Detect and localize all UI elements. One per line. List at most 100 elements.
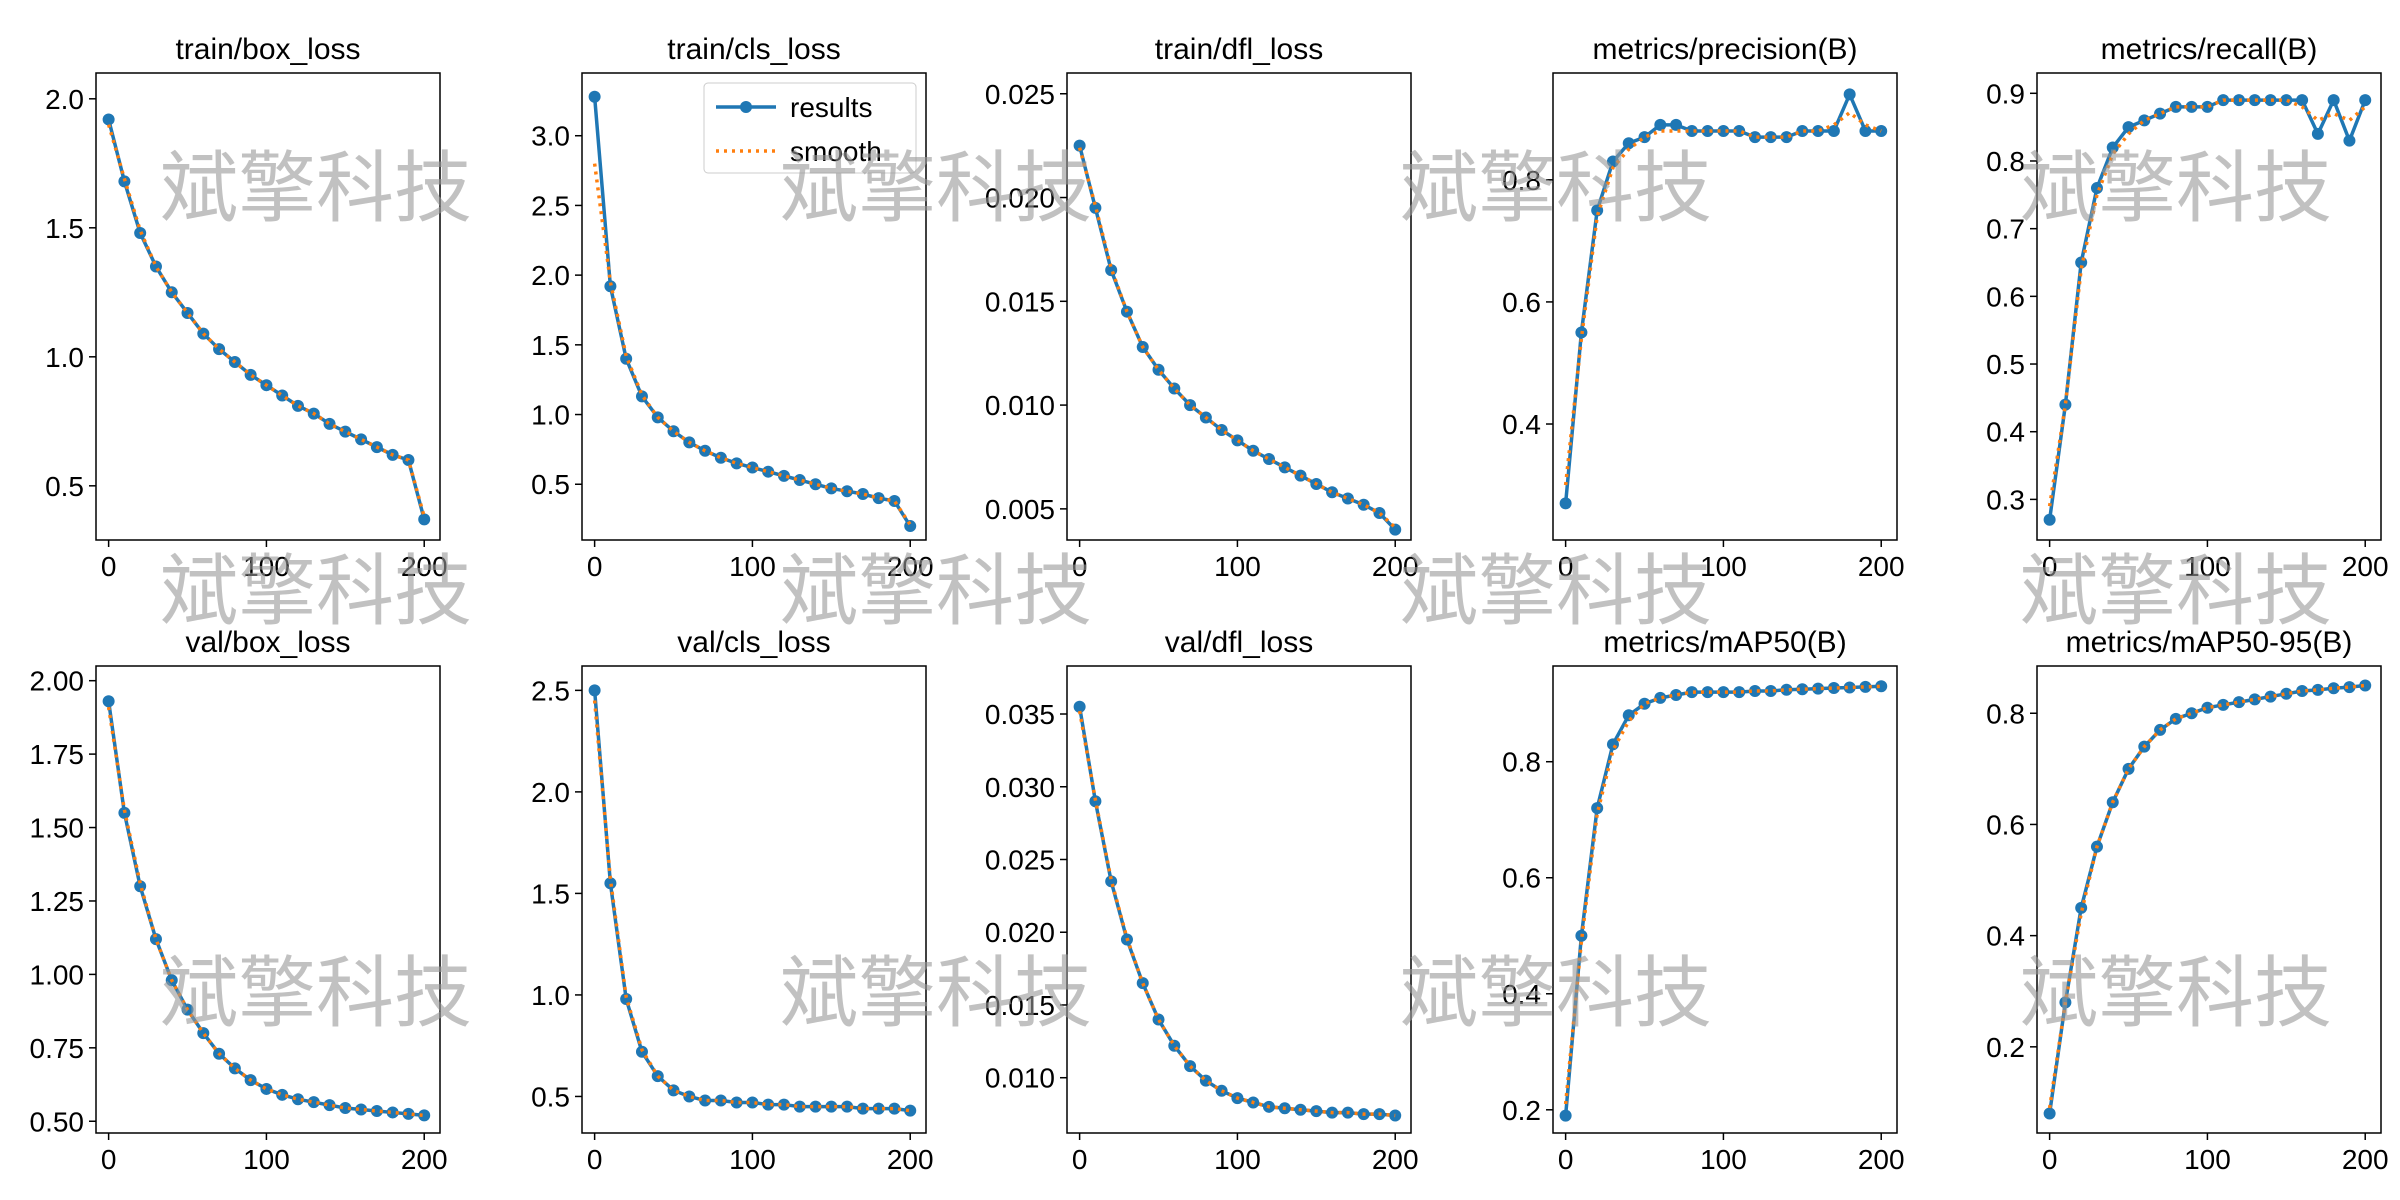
- y-tick-label: 1.0: [531, 980, 570, 1011]
- y-tick-label: 2.0: [45, 84, 84, 115]
- point: [2169, 100, 2182, 113]
- x-tick-label: 100: [243, 551, 290, 582]
- watermark: 斌擎科技: [1400, 547, 1712, 637]
- x-tick-label: 0: [101, 551, 117, 582]
- subplot: val/cls_loss 0.5 1.0 1.5 2.0 2.5 0 100 200: [531, 626, 934, 1175]
- smooth-line: [592, 700, 911, 1113]
- point: [1168, 382, 1181, 395]
- point: [355, 1103, 368, 1116]
- point: [2043, 513, 2056, 526]
- point: [2201, 100, 2214, 113]
- subplot: metrics/mAP50(B) 0.2 0.4 0.6 0.8 0 100 200: [1502, 626, 1905, 1175]
- plot-area: [1073, 700, 1402, 1122]
- subplot: train/box_loss 0.5 1.0 1.5 2.0 0 100 200: [45, 33, 448, 582]
- y-tick-label: 2.00: [30, 666, 85, 697]
- smooth-line: [1077, 147, 1397, 529]
- y-tick-label: 0.025: [985, 844, 1055, 875]
- point: [1199, 1074, 1212, 1087]
- point: [2122, 121, 2135, 134]
- point: [762, 465, 775, 478]
- point: [1184, 1060, 1197, 1073]
- subplot-title: metrics/recall(B): [2101, 33, 2318, 66]
- point: [2217, 698, 2230, 711]
- series-line: [2047, 683, 2366, 1114]
- watermark: 斌擎科技: [160, 144, 472, 234]
- point: [1654, 691, 1667, 704]
- smooth-line: [1563, 110, 1882, 486]
- x-tick-label: 0: [1558, 551, 1574, 582]
- point: [620, 992, 633, 1005]
- y-tick-label: 0.5: [1986, 349, 2025, 380]
- y-tick-label: 1.5: [531, 878, 570, 909]
- x-tick-label: 200: [1372, 1144, 1419, 1175]
- point: [1654, 118, 1667, 131]
- y-tick-label: 0.005: [985, 494, 1055, 525]
- point: [2248, 693, 2261, 706]
- y-tick-label: 0.4: [1986, 921, 2025, 952]
- y-tick-label: 1.0: [531, 400, 570, 431]
- y-tick-label: 0.75: [30, 1033, 85, 1064]
- x-tick-label: 100: [1700, 551, 1747, 582]
- x-tick-label: 200: [1858, 551, 1905, 582]
- x-tick-label: 0: [2042, 1144, 2058, 1175]
- subplot-title: val/dfl_loss: [1165, 626, 1313, 659]
- point: [323, 1099, 336, 1112]
- plot-area: [102, 113, 431, 526]
- point: [1764, 684, 1777, 697]
- point: [1733, 686, 1746, 699]
- y-tick-label: 0.7: [1986, 214, 2025, 245]
- point: [1796, 683, 1809, 696]
- point: [746, 1096, 759, 1109]
- subplot-title: val/cls_loss: [677, 626, 830, 659]
- x-tick-label: 200: [1372, 551, 1419, 582]
- point: [1875, 680, 1888, 693]
- point: [1685, 124, 1698, 137]
- x-tick-label: 200: [2342, 551, 2389, 582]
- point: [730, 1096, 743, 1109]
- watermark: 斌擎科技: [160, 547, 472, 637]
- point: [2280, 687, 2293, 700]
- point: [2311, 683, 2324, 696]
- plot-area: [588, 90, 917, 533]
- point: [699, 1094, 712, 1107]
- watermark: 斌擎科技: [1400, 144, 1712, 234]
- point: [1764, 131, 1777, 144]
- series-line: [1077, 706, 1396, 1118]
- point: [825, 482, 838, 495]
- y-tick-label: 1.0: [45, 342, 84, 373]
- y-tick-label: 2.5: [531, 190, 570, 221]
- point: [588, 90, 601, 103]
- subplot-title: train/dfl_loss: [1155, 33, 1323, 66]
- point: [1812, 682, 1825, 695]
- watermark: 斌擎科技: [780, 949, 1092, 1039]
- x-tick-label: 0: [1558, 1144, 1574, 1175]
- point: [841, 485, 854, 498]
- y-tick-label: 0.9: [1986, 78, 2025, 109]
- point: [2059, 398, 2072, 411]
- point: [1622, 709, 1635, 722]
- x-tick-label: 0: [1072, 551, 1088, 582]
- point: [2327, 682, 2340, 695]
- y-tick-label: 0.2: [1502, 1095, 1541, 1126]
- plot-area: [2043, 679, 2372, 1120]
- point: [1796, 124, 1809, 137]
- point: [825, 1100, 838, 1113]
- point: [604, 877, 617, 890]
- subplot-title: metrics/mAP50-95(B): [2066, 626, 2353, 659]
- axes-frame: [2036, 72, 2382, 541]
- plot-area: [1559, 680, 1888, 1122]
- point: [1701, 686, 1714, 699]
- axes-frame: [1066, 72, 1412, 541]
- point: [307, 1096, 320, 1109]
- point: [2296, 94, 2309, 107]
- watermark: 斌擎科技: [2020, 547, 2332, 637]
- point: [809, 478, 822, 491]
- x-tick-label: 200: [887, 551, 934, 582]
- y-tick-label: 0.8: [1502, 747, 1541, 778]
- point: [339, 425, 352, 438]
- x-tick-label: 100: [729, 1144, 776, 1175]
- y-tick-label: 1.5: [531, 330, 570, 361]
- point: [1073, 700, 1086, 713]
- point: [1859, 680, 1872, 693]
